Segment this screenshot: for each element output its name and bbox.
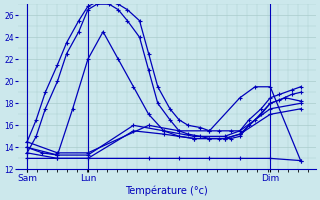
X-axis label: Température (°c): Température (°c) (125, 185, 208, 196)
